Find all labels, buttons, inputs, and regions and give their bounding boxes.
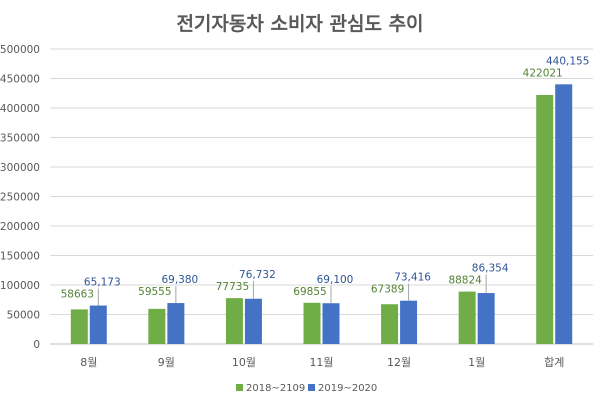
legend-swatch (236, 384, 243, 391)
x-tick-label: 합계 (544, 356, 564, 369)
y-tick-label: 350000 (0, 133, 40, 145)
x-tick-label: 1월 (468, 356, 485, 369)
data-label: 76,732 (239, 269, 276, 281)
y-tick-label: 50000 (7, 310, 40, 322)
x-tick-label: 8월 (80, 356, 97, 369)
y-tick-label: 300000 (0, 162, 40, 174)
data-label: 58663 (61, 289, 94, 301)
x-tick-label: 9월 (158, 356, 175, 369)
y-tick-label: 500000 (0, 44, 40, 56)
y-tick-label: 0 (33, 339, 40, 351)
legend-label: 2019~2020 (318, 383, 377, 394)
legend-label: 2018~2109 (246, 383, 305, 394)
bar-2019~2020 (244, 298, 262, 344)
bar-2019~2020 (477, 293, 495, 344)
data-label: 65,173 (84, 277, 121, 289)
bar-2019~2020 (89, 305, 107, 344)
y-tick-label: 100000 (0, 280, 40, 292)
bar-2018~2109 (148, 308, 166, 344)
data-label: 77735 (216, 281, 249, 293)
bar-2019~2020 (555, 84, 573, 345)
x-tick-label: 11월 (309, 356, 333, 369)
x-tick-label: 12월 (387, 356, 411, 369)
data-label: 73,416 (394, 272, 431, 284)
bar-2018~2109 (70, 309, 88, 344)
data-label: 67389 (371, 284, 404, 296)
x-tick-label: 10월 (232, 356, 256, 369)
data-label: 69,100 (317, 274, 354, 286)
bar-2019~2020 (400, 300, 418, 344)
data-label: 440,155 (546, 55, 589, 67)
bar-2018~2109 (458, 291, 476, 344)
y-tick-label: 200000 (0, 221, 40, 233)
bar-2018~2109 (536, 95, 554, 345)
data-label: 88824 (448, 275, 482, 287)
y-tick-label: 450000 (0, 74, 40, 86)
bar-2018~2109 (381, 304, 399, 344)
y-tick-label: 150000 (0, 251, 40, 263)
data-label: 59555 (138, 286, 171, 298)
y-tick-label: 400000 (0, 103, 40, 115)
bar-2018~2109 (303, 302, 321, 344)
chart-title: 전기자동차 소비자 관심도 추이 (176, 13, 423, 35)
data-label: 422021 (523, 67, 563, 79)
data-label: 69855 (293, 286, 326, 298)
bar-2019~2020 (322, 303, 340, 344)
bar-2018~2109 (225, 298, 243, 344)
data-label: 69,380 (161, 274, 198, 286)
y-tick-label: 250000 (0, 192, 40, 204)
legend-swatch (308, 384, 315, 391)
data-label: 86,354 (472, 263, 509, 275)
bar-2019~2020 (167, 303, 185, 344)
